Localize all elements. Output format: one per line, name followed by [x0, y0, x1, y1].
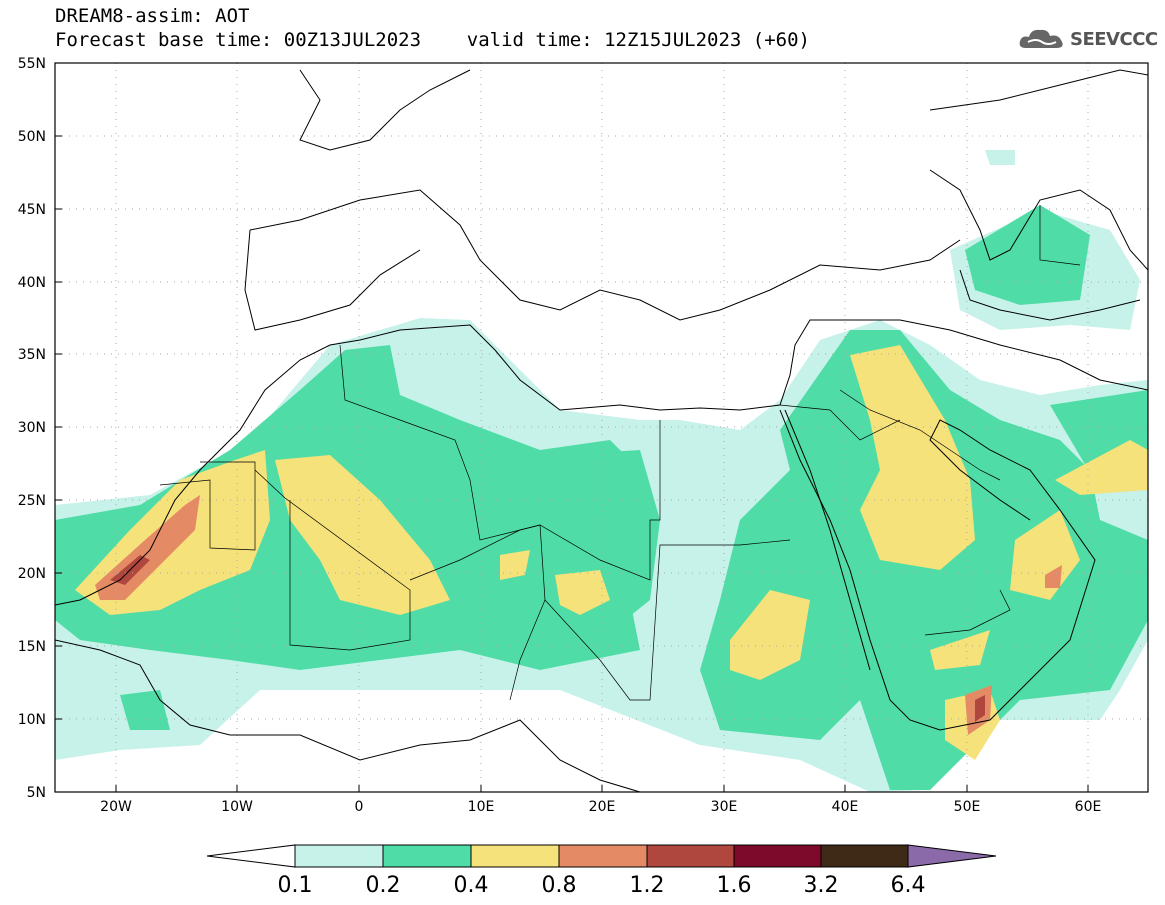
lon-tick-label: 0: [355, 799, 364, 815]
colorbar-label: 0.8: [542, 873, 577, 898]
lon-tick-labels: 20W 10W 0 10E 20E 30E 40E 50E 60E: [100, 799, 1101, 815]
lon-tick-label: 30E: [711, 799, 738, 815]
colorbar-swatch: [820, 844, 909, 868]
borders: [159, 205, 1081, 701]
colorbar-label: 0.1: [278, 873, 313, 898]
lat-tick-label: 45N: [18, 202, 46, 218]
colorbar-labels: 0.1 0.2 0.4 0.8 1.2 1.6 3.2 6.4: [278, 873, 926, 898]
colorbar-swatch: [294, 844, 384, 868]
colorbar-label: 0.2: [366, 873, 401, 898]
aot-shading: [55, 150, 1148, 792]
lon-tick-label: 20W: [100, 799, 132, 815]
lat-tick-label: 10N: [18, 712, 46, 728]
colorbar-swatch: [470, 844, 560, 868]
lat-tick-label: 20N: [18, 566, 46, 582]
colorbar-under-triangle: [206, 844, 296, 868]
colorbar-label: 0.4: [454, 873, 489, 898]
tick-marks: [55, 62, 1089, 793]
lat-tick-label: 40N: [18, 275, 46, 291]
lon-tick-label: 20E: [589, 799, 616, 815]
map-title: DREAM8-assim: AOT: [55, 5, 250, 27]
lon-tick-label: 10W: [221, 799, 253, 815]
lon-tick-label: 40E: [832, 799, 859, 815]
colorbar-swatch: [558, 844, 648, 868]
lat-tick-label: 15N: [18, 639, 46, 655]
colorbar: [206, 844, 997, 868]
lat-tick-label: 30N: [18, 420, 46, 436]
lon-tick-label: 60E: [1075, 799, 1102, 815]
graticule: [55, 63, 1148, 792]
colorbar-swatch: [382, 844, 472, 868]
colorbar-label: 3.2: [804, 873, 839, 898]
lat-tick-label: 50N: [18, 129, 46, 145]
lat-tick-label: 5N: [27, 785, 46, 801]
lon-tick-label: 10E: [468, 799, 495, 815]
forecast-times: Forecast base time: 00Z13JUL2023 valid t…: [55, 29, 810, 51]
lat-tick-labels: 55N 50N 45N 40N 35N 30N 25N 20N 15N 10N …: [18, 56, 46, 801]
logo-text: SEEVCCC: [1070, 28, 1158, 50]
cloud-icon: [1019, 29, 1063, 48]
lat-tick-label: 35N: [18, 347, 46, 363]
lon-tick-label: 50E: [954, 799, 981, 815]
colorbar-label: 1.6: [717, 873, 752, 898]
lat-tick-label: 55N: [18, 56, 46, 72]
colorbar-label: 6.4: [891, 873, 926, 898]
colorbar-swatch: [733, 844, 822, 868]
colorbar-swatch: [646, 844, 735, 868]
colorbar-label: 1.2: [630, 873, 665, 898]
colorbar-over-triangle: [907, 844, 997, 868]
lat-tick-label: 25N: [18, 493, 46, 509]
coastlines: [55, 69, 1148, 792]
seevccc-logo: SEEVCCC: [1018, 24, 1158, 54]
